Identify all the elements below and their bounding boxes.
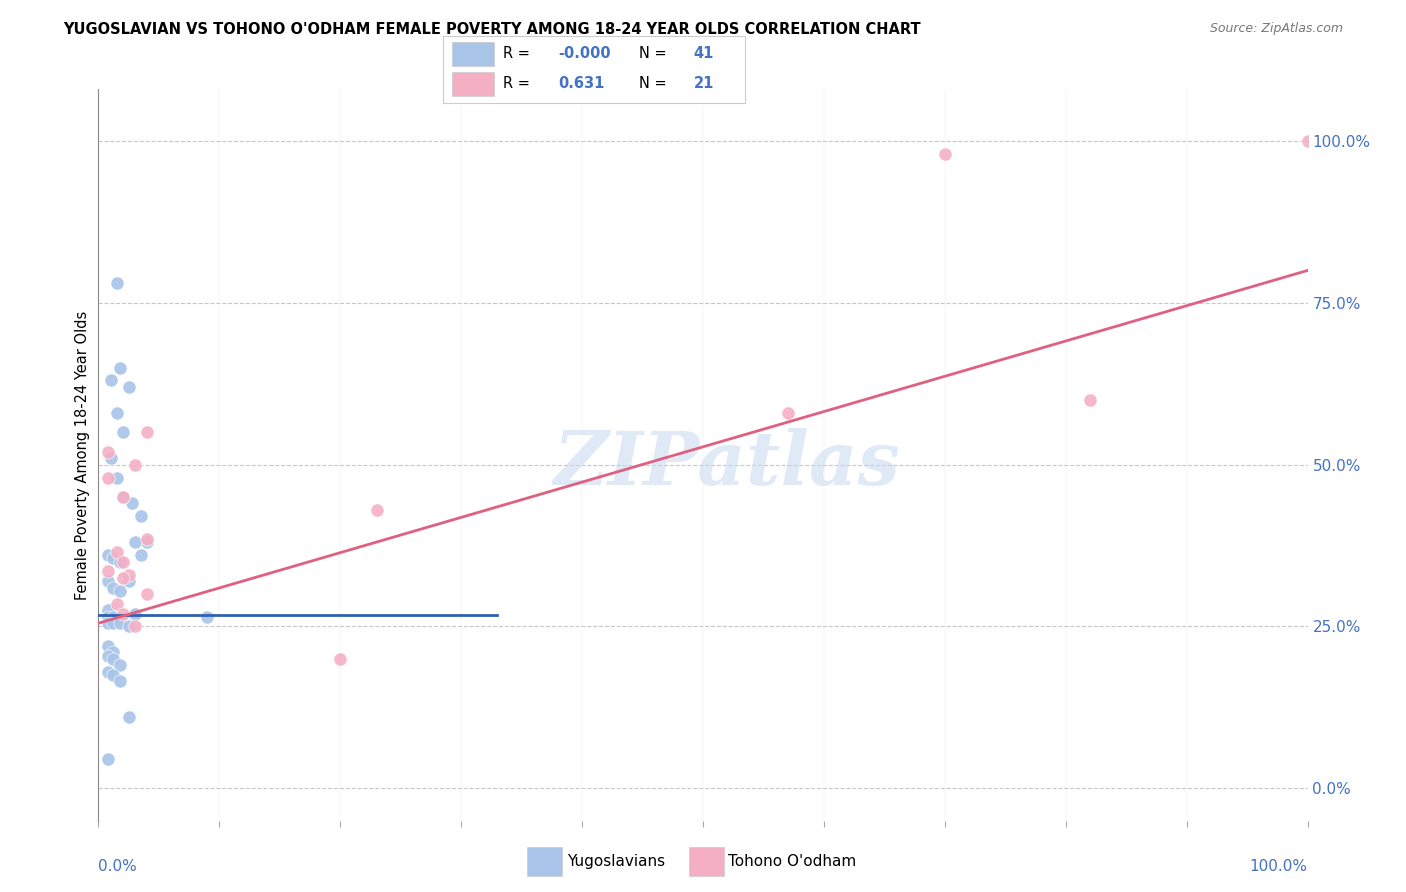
FancyBboxPatch shape [451, 72, 495, 96]
Text: 100.0%: 100.0% [1250, 860, 1308, 874]
Point [108, 583, 131, 598]
Point [97, 470, 120, 484]
Point [97, 616, 120, 631]
Point [105, 406, 128, 420]
Point [97, 665, 120, 679]
Point [101, 616, 124, 631]
Point [195, 609, 218, 624]
Point [111, 607, 134, 621]
Point [101, 645, 124, 659]
Point [366, 503, 388, 517]
Point [129, 548, 152, 562]
Point [934, 147, 956, 161]
Point [329, 652, 352, 666]
Point [97, 548, 120, 562]
Point [105, 277, 128, 291]
Text: -0.000: -0.000 [558, 46, 610, 62]
Text: R =: R = [503, 46, 534, 62]
Text: R =: R = [503, 77, 534, 91]
Point [101, 609, 124, 624]
Point [97, 609, 120, 624]
Point [108, 360, 131, 375]
Point [108, 616, 131, 631]
Point [97, 574, 120, 589]
Point [97, 444, 120, 458]
Point [111, 571, 134, 585]
Point [97, 648, 120, 663]
Point [118, 380, 141, 394]
Text: N =: N = [640, 77, 672, 91]
Point [124, 607, 146, 621]
Text: 0.0%: 0.0% [98, 860, 138, 874]
Point [135, 535, 157, 549]
Text: 0.631: 0.631 [558, 77, 605, 91]
Point [100, 374, 122, 388]
Point [118, 574, 141, 589]
Point [135, 532, 157, 546]
Text: YUGOSLAVIAN VS TOHONO O'ODHAM FEMALE POVERTY AMONG 18-24 YEAR OLDS CORRELATION C: YUGOSLAVIAN VS TOHONO O'ODHAM FEMALE POV… [63, 22, 921, 37]
Point [108, 658, 131, 673]
Point [97, 565, 120, 579]
Point [97, 639, 120, 653]
Point [135, 587, 157, 601]
Point [111, 555, 134, 569]
Point [108, 555, 131, 569]
Text: Yugoslavians: Yugoslavians [567, 855, 665, 869]
Point [97, 752, 120, 766]
Point [111, 425, 134, 440]
Text: ZIPatlas: ZIPatlas [554, 428, 901, 501]
Point [118, 567, 141, 582]
Text: Source: ZipAtlas.com: Source: ZipAtlas.com [1209, 22, 1343, 36]
Point [121, 496, 143, 510]
FancyBboxPatch shape [451, 42, 495, 66]
Point [100, 451, 122, 466]
Text: 21: 21 [693, 77, 714, 91]
Point [105, 597, 128, 611]
Point [101, 551, 124, 566]
Y-axis label: Female Poverty Among 18-24 Year Olds: Female Poverty Among 18-24 Year Olds [75, 310, 90, 599]
Point [124, 619, 146, 633]
Point [101, 652, 124, 666]
Point [776, 406, 799, 420]
Point [124, 535, 146, 549]
Point [1078, 392, 1101, 407]
Point [111, 490, 134, 504]
Point [108, 613, 131, 627]
Point [105, 545, 128, 559]
Text: 41: 41 [693, 46, 714, 62]
Point [129, 509, 152, 524]
Point [135, 425, 157, 440]
Point [124, 458, 146, 472]
Point [101, 668, 124, 682]
Point [97, 603, 120, 617]
Point [105, 470, 128, 484]
Text: Tohono O'odham: Tohono O'odham [728, 855, 856, 869]
Point [108, 674, 131, 689]
Point [118, 710, 141, 724]
Point [118, 619, 141, 633]
Point [111, 490, 134, 504]
Point [1296, 134, 1319, 148]
Text: N =: N = [640, 46, 672, 62]
Point [101, 581, 124, 595]
